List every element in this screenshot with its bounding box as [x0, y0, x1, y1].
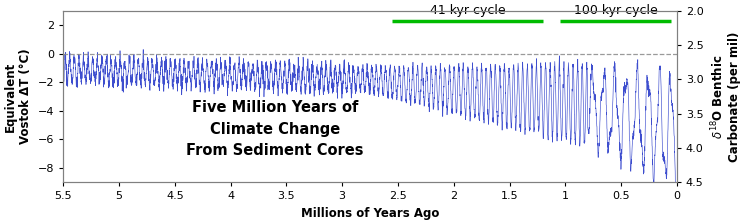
Y-axis label: Equivalent
Vostok ΔT (°C): Equivalent Vostok ΔT (°C)	[4, 49, 32, 144]
Text: Climate Change: Climate Change	[210, 122, 340, 137]
Text: From Sediment Cores: From Sediment Cores	[186, 143, 364, 158]
Text: 100 kyr cycle: 100 kyr cycle	[574, 4, 657, 17]
Text: Five Million Years of: Five Million Years of	[192, 100, 358, 115]
Y-axis label: $\delta^{18}$O Benthic
Carbonate (per mil): $\delta^{18}$O Benthic Carbonate (per mi…	[709, 31, 741, 162]
X-axis label: Millions of Years Ago: Millions of Years Ago	[301, 207, 440, 220]
Text: 41 kyr cycle: 41 kyr cycle	[430, 4, 506, 17]
